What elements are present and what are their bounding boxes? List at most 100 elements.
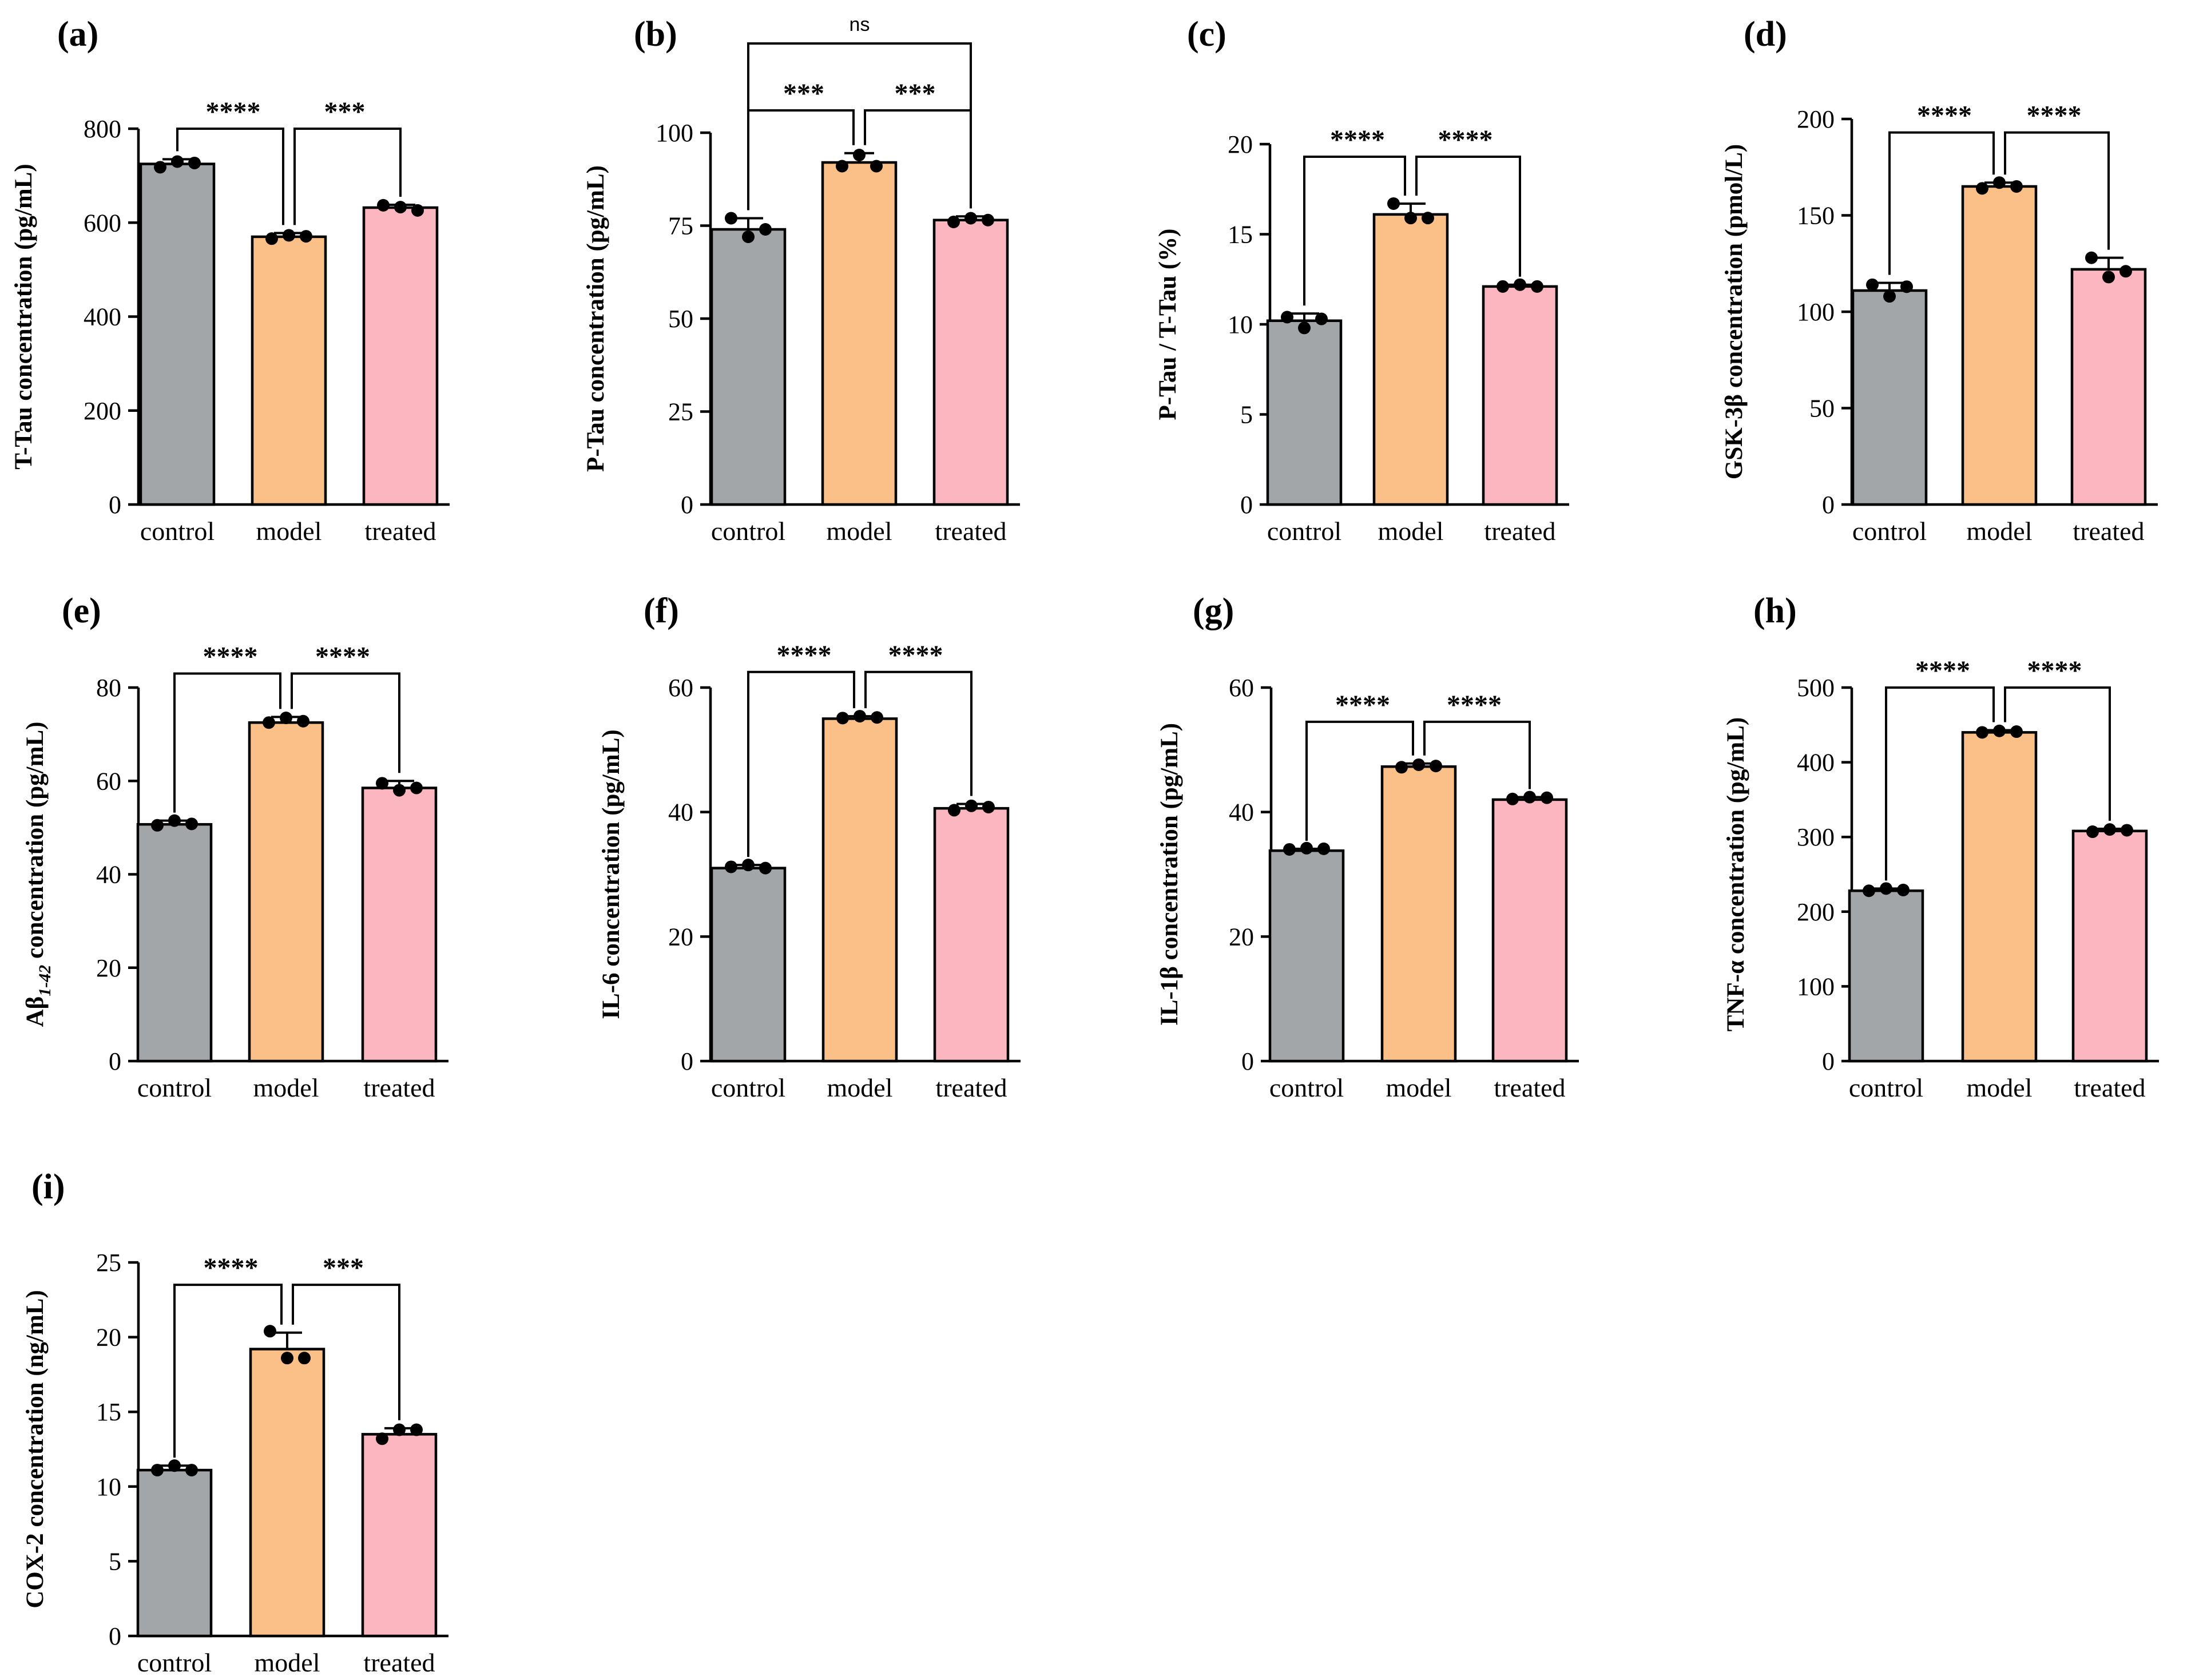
bar-treated <box>362 206 439 506</box>
bar-model <box>248 721 324 1063</box>
data-point <box>1993 724 2006 737</box>
y-tick-label: 500 <box>1797 674 1835 702</box>
significance-bracket <box>1303 156 1406 306</box>
panel-label: (c) <box>1187 15 1226 54</box>
data-point <box>298 1352 311 1365</box>
data-point <box>947 216 960 228</box>
x-tick-label: control <box>711 1073 785 1102</box>
y-tick-label: 50 <box>668 305 693 333</box>
y-tick-label: 80 <box>96 674 121 702</box>
y-tick-label: 200 <box>1797 898 1835 926</box>
y-tick-label: 20 <box>1229 923 1254 951</box>
significance-label: **** <box>888 640 943 670</box>
significance-bracket <box>176 128 284 225</box>
x-tick-label: treated <box>1494 1073 1565 1102</box>
x-tick-label: control <box>137 1073 212 1102</box>
x-tick-label: treated <box>935 1073 1007 1102</box>
y-axis-label: P-Tau / T-Tau (%) <box>1154 229 1181 420</box>
significance-label: **** <box>2027 101 2082 131</box>
significance-bracket <box>173 1284 283 1458</box>
x-tick-label: treated <box>2074 1073 2145 1102</box>
significance-bracket <box>291 672 400 773</box>
y-tick-label: 5 <box>109 1547 121 1575</box>
y-tick-label: 0 <box>1240 491 1253 519</box>
data-point <box>1404 212 1417 225</box>
bar-model <box>821 161 898 506</box>
data-point <box>1514 278 1526 291</box>
y-tick-label: 15 <box>1228 221 1253 249</box>
y-axis-label: IL-6 concentration (pg/mL) <box>598 729 625 1019</box>
y-tick-label: 40 <box>96 861 121 889</box>
y-tick-label: 300 <box>1797 823 1835 851</box>
x-tick-label: treated <box>1484 517 1555 546</box>
y-axis-label: TNF-α concentration (pg/mL) <box>1722 717 1749 1032</box>
x-tick-label: model <box>1967 1073 2033 1102</box>
data-point <box>871 711 883 724</box>
x-tick-label: treated <box>363 1073 435 1102</box>
significance-bracket <box>747 42 972 211</box>
x-tick-label: model <box>1378 517 1444 546</box>
data-point <box>280 712 292 725</box>
significance-label: *** <box>324 97 366 127</box>
y-tick-label: 0 <box>1822 491 1835 519</box>
y-tick-label: 10 <box>96 1473 121 1501</box>
data-point <box>377 198 390 212</box>
data-point <box>1298 321 1311 335</box>
bar-model <box>249 1348 326 1638</box>
y-tick-label: 400 <box>1797 749 1835 777</box>
data-point <box>281 1352 293 1365</box>
data-point <box>725 860 737 873</box>
panel-label: (h) <box>1753 591 1797 630</box>
chart-panel-3: (c) 0 5 10 15 20 P-Tau / T-Tau (%) control model… <box>1154 15 1569 546</box>
bar-control <box>710 867 787 1063</box>
data-point <box>1506 792 1519 805</box>
significance-bracket <box>2004 686 2111 821</box>
data-point <box>1430 760 1442 773</box>
bar-treated <box>361 1433 438 1638</box>
data-point <box>1541 791 1553 804</box>
bar-treated <box>933 807 1010 1063</box>
y-tick-label: 0 <box>109 1047 121 1075</box>
x-tick-label: model <box>827 517 892 546</box>
significance-bracket <box>1415 156 1521 277</box>
significance-label: **** <box>1335 690 1390 720</box>
data-point <box>2121 824 2133 837</box>
data-point <box>151 1464 164 1477</box>
y-tick-label: 20 <box>668 923 693 951</box>
x-tick-label: model <box>1386 1073 1452 1102</box>
y-tick-label: 400 <box>84 303 121 331</box>
chart-panel-5: (e) 0 20 40 60 80 Aβ1-42 concentration (pg/mL)… <box>22 591 448 1102</box>
bar-control <box>710 228 787 506</box>
y-tick-label: 20 <box>96 954 121 982</box>
data-point <box>2085 251 2098 264</box>
x-tick-label: control <box>137 1648 212 1677</box>
x-tick-label: control <box>1269 1073 1344 1102</box>
data-point <box>1531 280 1543 293</box>
data-point <box>759 223 772 236</box>
data-point <box>411 204 424 217</box>
y-axis-label: COX-2 concentration (ng/mL) <box>22 1290 49 1608</box>
y-tick-label: 200 <box>84 397 121 425</box>
data-point <box>393 784 406 797</box>
x-tick-label: control <box>711 517 785 546</box>
data-point <box>376 777 388 790</box>
data-point <box>870 160 883 173</box>
x-tick-label: treated <box>2073 517 2144 546</box>
y-tick-label: 40 <box>668 799 693 827</box>
y-tick-label: 0 <box>681 491 693 519</box>
bar-control <box>136 823 213 1063</box>
x-tick-label: treated <box>363 1648 435 1677</box>
significance-bracket <box>1423 720 1531 789</box>
significance-label: *** <box>323 1253 364 1283</box>
bar-control <box>1848 889 1924 1063</box>
data-point <box>393 1423 406 1436</box>
bar-treated <box>932 219 1009 506</box>
data-point <box>2010 180 2023 193</box>
data-point <box>376 1432 388 1445</box>
bar-model <box>1961 185 2038 506</box>
significance-bracket <box>293 128 402 225</box>
y-axis-label: P-Tau concentration (pg/mL) <box>582 165 609 472</box>
chart-panel-8: (h) 0 100 200 300 400 500 TNF-α concentration (… <box>1722 591 2159 1102</box>
data-point <box>1283 843 1296 856</box>
panel-label: (f) <box>644 591 679 630</box>
